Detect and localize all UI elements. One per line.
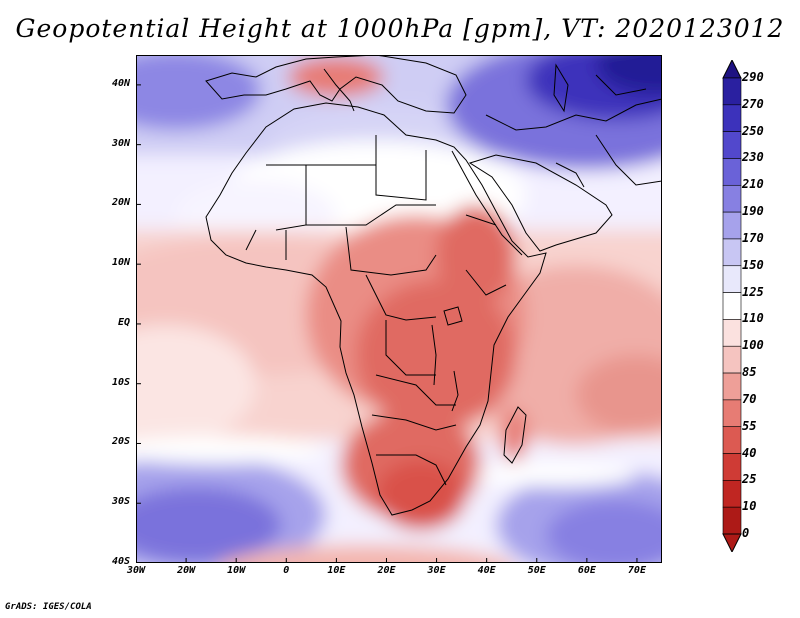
lat-tick-label: 30N bbox=[111, 137, 130, 149]
colorbar-level-label: 70 bbox=[742, 391, 757, 406]
colorbar-level-label: 150 bbox=[742, 257, 764, 272]
colorbar-level-label: 170 bbox=[742, 230, 764, 245]
lon-tick-label: 50E bbox=[527, 565, 546, 576]
colorbar-box bbox=[722, 211, 742, 240]
credits-footer: GrADS: IGES/COLA bbox=[5, 602, 92, 612]
map-plot-area bbox=[136, 55, 662, 563]
lat-tick-label: 10S bbox=[111, 376, 130, 388]
lat-tick-label: 40N bbox=[111, 77, 130, 89]
colorbar-level-label: 25 bbox=[742, 472, 757, 487]
lon-tick-label: 10W bbox=[227, 565, 246, 576]
lat-tick-label: EQ bbox=[117, 316, 130, 328]
colorbar-level-label: 250 bbox=[742, 123, 764, 138]
colorbar-box bbox=[722, 104, 742, 132]
lat-tick-label: 20N bbox=[111, 197, 130, 209]
lat-tick-label: 10N bbox=[111, 257, 130, 269]
colorbar-box bbox=[722, 77, 742, 106]
lon-tick-label: 40E bbox=[477, 565, 496, 576]
colorbar-box bbox=[722, 238, 742, 267]
colorbar-box bbox=[722, 345, 742, 374]
colorbar-level-label: 40 bbox=[742, 445, 757, 460]
colorbar-level-label: 190 bbox=[742, 204, 764, 219]
colorbar-level-label: 210 bbox=[742, 177, 764, 192]
colorbar-level-label: 110 bbox=[742, 311, 764, 326]
colorbar-box bbox=[722, 480, 742, 508]
lon-tick-label: 30W bbox=[126, 565, 146, 576]
colorbar-top-arrow bbox=[722, 60, 742, 79]
colorbar-level-label: 100 bbox=[742, 338, 764, 353]
colorbar-level-label: 270 bbox=[742, 96, 764, 111]
colorbar-level-label: 290 bbox=[742, 70, 764, 84]
colorbar-level-label: 10 bbox=[742, 499, 757, 514]
colorbar-level-label: 85 bbox=[742, 365, 757, 380]
colorbar-box bbox=[722, 506, 742, 535]
colorbar-box bbox=[722, 426, 742, 454]
lon-tick-label: 10E bbox=[327, 565, 346, 576]
colorbar-level-label: 230 bbox=[742, 150, 764, 165]
map-title: Geopotential Height at 1000hPa [gpm], VT… bbox=[15, 14, 785, 43]
y-axis-ticks bbox=[136, 84, 141, 563]
colorbar-box bbox=[722, 319, 742, 347]
lat-tick-label: 20S bbox=[111, 436, 130, 448]
colorbar-level-label: 55 bbox=[742, 418, 757, 433]
lon-tick-label: 20E bbox=[377, 565, 396, 576]
lon-tick-label: 70E bbox=[627, 565, 646, 576]
x-axis-ticks bbox=[136, 558, 638, 563]
colorbar-box bbox=[722, 265, 742, 293]
colorbar-box bbox=[722, 131, 742, 159]
lat-tick-label: 30S bbox=[111, 496, 130, 508]
geopotential-field bbox=[136, 55, 662, 563]
colorbar-box bbox=[722, 158, 742, 186]
lat-tick-label: 40S bbox=[111, 556, 130, 567]
lon-tick-label: 60E bbox=[577, 565, 596, 576]
colorbar bbox=[722, 60, 742, 552]
colorbar-bottom-arrow bbox=[722, 533, 742, 552]
colorbar-level-label: 0 bbox=[742, 526, 750, 540]
colorbar-box bbox=[722, 399, 742, 428]
colorbar-box bbox=[722, 292, 742, 320]
lon-tick-label: 30E bbox=[427, 565, 446, 576]
colorbar-box bbox=[722, 372, 742, 401]
coastlines bbox=[205, 55, 662, 516]
colorbar-box bbox=[722, 453, 742, 481]
lon-tick-label: 20W bbox=[177, 565, 196, 576]
lon-tick-label: 0 bbox=[283, 565, 290, 576]
colorbar-level-label: 125 bbox=[742, 284, 764, 299]
colorbar-box bbox=[722, 184, 742, 213]
